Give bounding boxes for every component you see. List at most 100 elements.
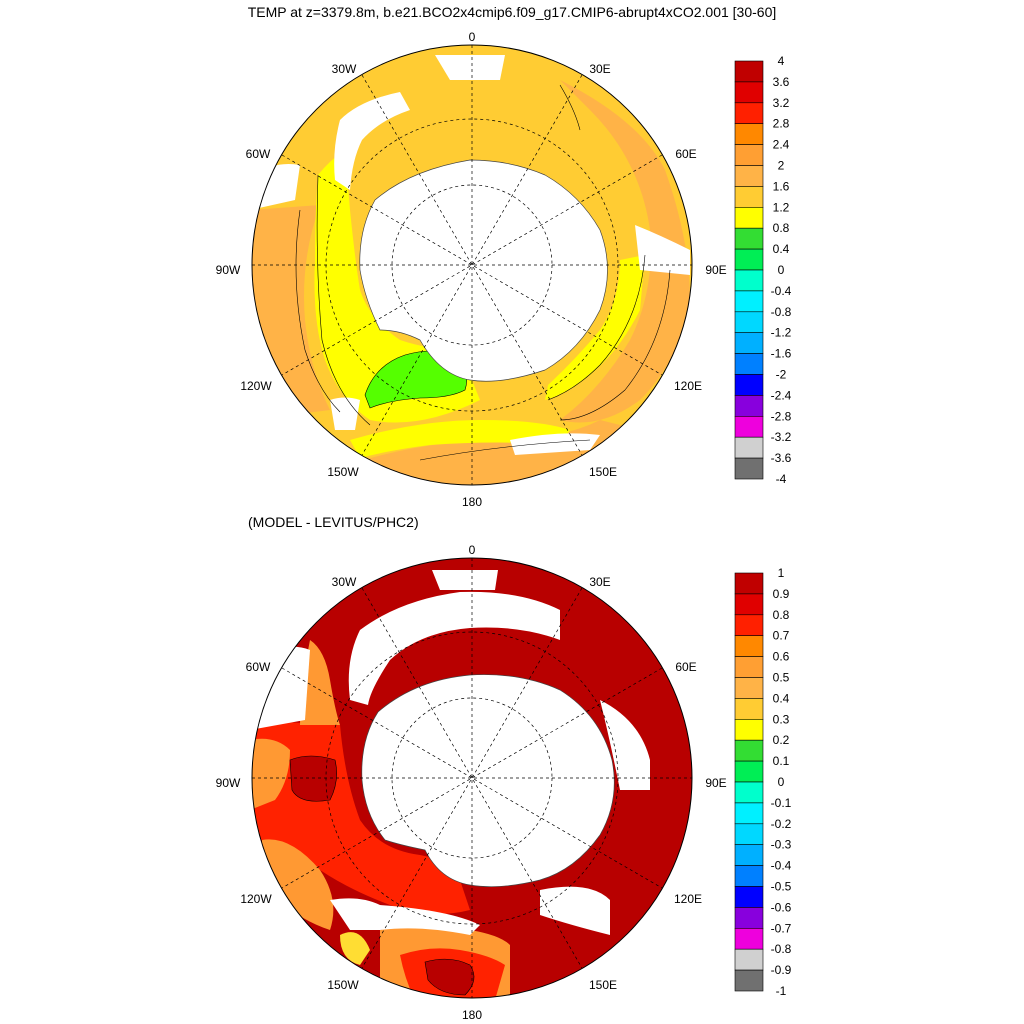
top-colorbar-tick-label: -2.4 — [771, 388, 792, 402]
bottom-lon-label-120e: 120E — [674, 892, 702, 906]
bottom-colorbar-swatch — [734, 927, 764, 950]
top-colorbar-swatch — [734, 81, 764, 104]
top-colorbar-tick-label: 0.8 — [773, 221, 790, 235]
top-colorbar-swatch — [734, 436, 764, 459]
bottom-colorbar-swatch — [734, 823, 764, 845]
top-lon-label-30e: 30E — [589, 62, 610, 76]
top-colorbar-tick-label: -0.8 — [771, 305, 792, 319]
bottom-antarctica — [361, 674, 615, 888]
top-colorbar-swatch — [734, 332, 764, 354]
top-colorbar-tick-label: -3.6 — [771, 451, 792, 465]
bottom-colorbar-tick-label: 1 — [778, 566, 785, 580]
top-colorbar-tick-label: -0.4 — [771, 284, 792, 298]
top-lon-label-120e: 120E — [674, 379, 702, 393]
top-colorbar-swatch — [734, 102, 764, 125]
top-lon-label-60w: 60W — [246, 147, 271, 161]
bottom-mask-east — [600, 700, 650, 790]
bottom-colorbar-tick-label: 0.6 — [773, 650, 790, 664]
bottom-field-west-orange — [252, 738, 290, 810]
top-mask-south — [510, 433, 600, 455]
top-antarctica — [359, 159, 608, 382]
bottom-lon-label-150e: 150E — [589, 978, 617, 992]
bottom-lon-label-60e: 60E — [675, 660, 696, 674]
top-colorbar-tick-label: -3.2 — [771, 430, 792, 444]
bottom-lon-label-120w: 120W — [240, 892, 272, 906]
bottom-colorbar-swatch — [734, 948, 764, 971]
top-colorbar-swatch — [734, 60, 764, 83]
top-colorbar-tick-label: -1.6 — [771, 347, 792, 361]
bottom-colorbar-tick-label: -0.5 — [771, 880, 792, 894]
top-field-east-orange — [560, 80, 690, 423]
bottom-colorbar-swatch — [734, 739, 764, 762]
top-colorbar-tick-label: 1.6 — [773, 179, 790, 193]
bottom-colorbar-swatch — [734, 614, 764, 636]
top-colorbar-swatch — [734, 457, 764, 480]
bottom-colorbar-tick-label: 0.2 — [773, 733, 790, 747]
top-polar-map — [251, 44, 693, 486]
top-colorbar-tick-label: 4 — [778, 54, 785, 68]
top-field-yellow-east — [545, 255, 645, 400]
bottom-colorbar-tick-label: 0.5 — [773, 671, 790, 685]
top-colorbar-swatch — [734, 374, 764, 396]
bottom-colorbar-tick-label: 0.1 — [773, 754, 790, 768]
bottom-colorbar-swatch — [734, 698, 764, 720]
top-colorbar: 4 3.6 3.2 2.8 2.4 2 1.6 1.2 0.8 0.4 0 -0.4 -0.8 -1.2 -… — [734, 54, 792, 486]
bottom-colorbar-swatch — [734, 907, 764, 929]
bottom-colorbar-swatch — [734, 718, 764, 741]
bottom-lon-label-30e: 30E — [589, 575, 610, 589]
top-colorbar-tick-label: -2 — [776, 368, 787, 382]
bottom-colorbar-tick-label: 0.8 — [773, 608, 790, 622]
top-colorbar-swatch — [734, 269, 764, 292]
top-colorbar-swatch — [734, 144, 764, 166]
top-colorbar-tick-label: 3.6 — [773, 75, 790, 89]
bottom-colorbar-swatch — [734, 886, 764, 908]
bottom-field-south-darkred — [424, 958, 475, 996]
bottom-colorbar-tick-label: -0.2 — [771, 817, 792, 831]
bottom-lon-label-180: 180 — [462, 1008, 482, 1022]
top-colorbar-tick-label: 3.2 — [773, 96, 790, 110]
top-lon-label-150e: 150E — [589, 465, 617, 479]
bottom-colorbar-swatch — [734, 635, 764, 657]
bottom-colorbar: 1 0.9 0.8 0.7 0.6 0.5 0.4 0.3 0.2 0.1 0 -0.1 -0.2 -0.… — [734, 566, 792, 998]
top-colorbar-swatch — [734, 311, 764, 333]
top-mask-southwest — [330, 397, 360, 430]
bottom-colorbar-tick-label: -0.9 — [771, 963, 792, 977]
bottom-colorbar-tick-label: 0.9 — [773, 587, 790, 601]
bottom-colorbar-tick-label: -0.4 — [771, 859, 792, 873]
bottom-lon-label-60w: 60W — [246, 660, 271, 674]
top-colorbar-swatch — [734, 415, 764, 438]
bottom-lon-label-30w: 30W — [332, 575, 357, 589]
bottom-colorbar-tick-label: 0.4 — [773, 691, 790, 705]
bottom-colorbar-tick-label: -0.1 — [771, 796, 792, 810]
bottom-colorbar-swatch — [734, 677, 764, 699]
bottom-colorbar-tick-label: 0.3 — [773, 712, 790, 726]
top-mask-east — [635, 225, 690, 275]
bottom-colorbar-tick-label: 0.7 — [773, 629, 790, 643]
top-lon-label-120w: 120W — [240, 379, 272, 393]
top-lon-label-90e: 90E — [705, 263, 726, 277]
bottom-mask-ring — [348, 591, 560, 705]
difference-plot-title: (MODEL - LEVITUS/PHC2) — [248, 514, 419, 530]
top-colorbar-swatch — [734, 227, 764, 250]
top-lon-label-180: 180 — [462, 495, 482, 509]
bottom-mask-southeast — [540, 886, 610, 935]
bottom-colorbar-tick-label: -0.3 — [771, 838, 792, 852]
top-colorbar-tick-label: -2.8 — [771, 409, 792, 423]
top-colorbar-swatch — [734, 123, 764, 145]
top-lon-label-60e: 60E — [675, 147, 696, 161]
top-colorbar-swatch — [734, 290, 764, 313]
bottom-polar-map — [251, 557, 693, 999]
bottom-colorbar-swatch — [734, 865, 764, 887]
bottom-colorbar-swatch — [734, 593, 764, 616]
top-lon-label-0: 0 — [469, 30, 476, 44]
bottom-colorbar-tick-label: -0.7 — [771, 921, 792, 935]
bottom-mask-north — [432, 570, 498, 590]
top-colorbar-tick-label: 1.2 — [773, 200, 790, 214]
top-colorbar-tick-label: -1.2 — [771, 326, 792, 340]
bottom-colorbar-swatch — [734, 781, 764, 804]
bottom-colorbar-tick-label: -1 — [776, 984, 787, 998]
bottom-field-peninsula-orange — [300, 640, 340, 725]
top-colorbar-swatch — [734, 207, 764, 229]
top-colorbar-tick-label: 2.4 — [773, 138, 790, 152]
